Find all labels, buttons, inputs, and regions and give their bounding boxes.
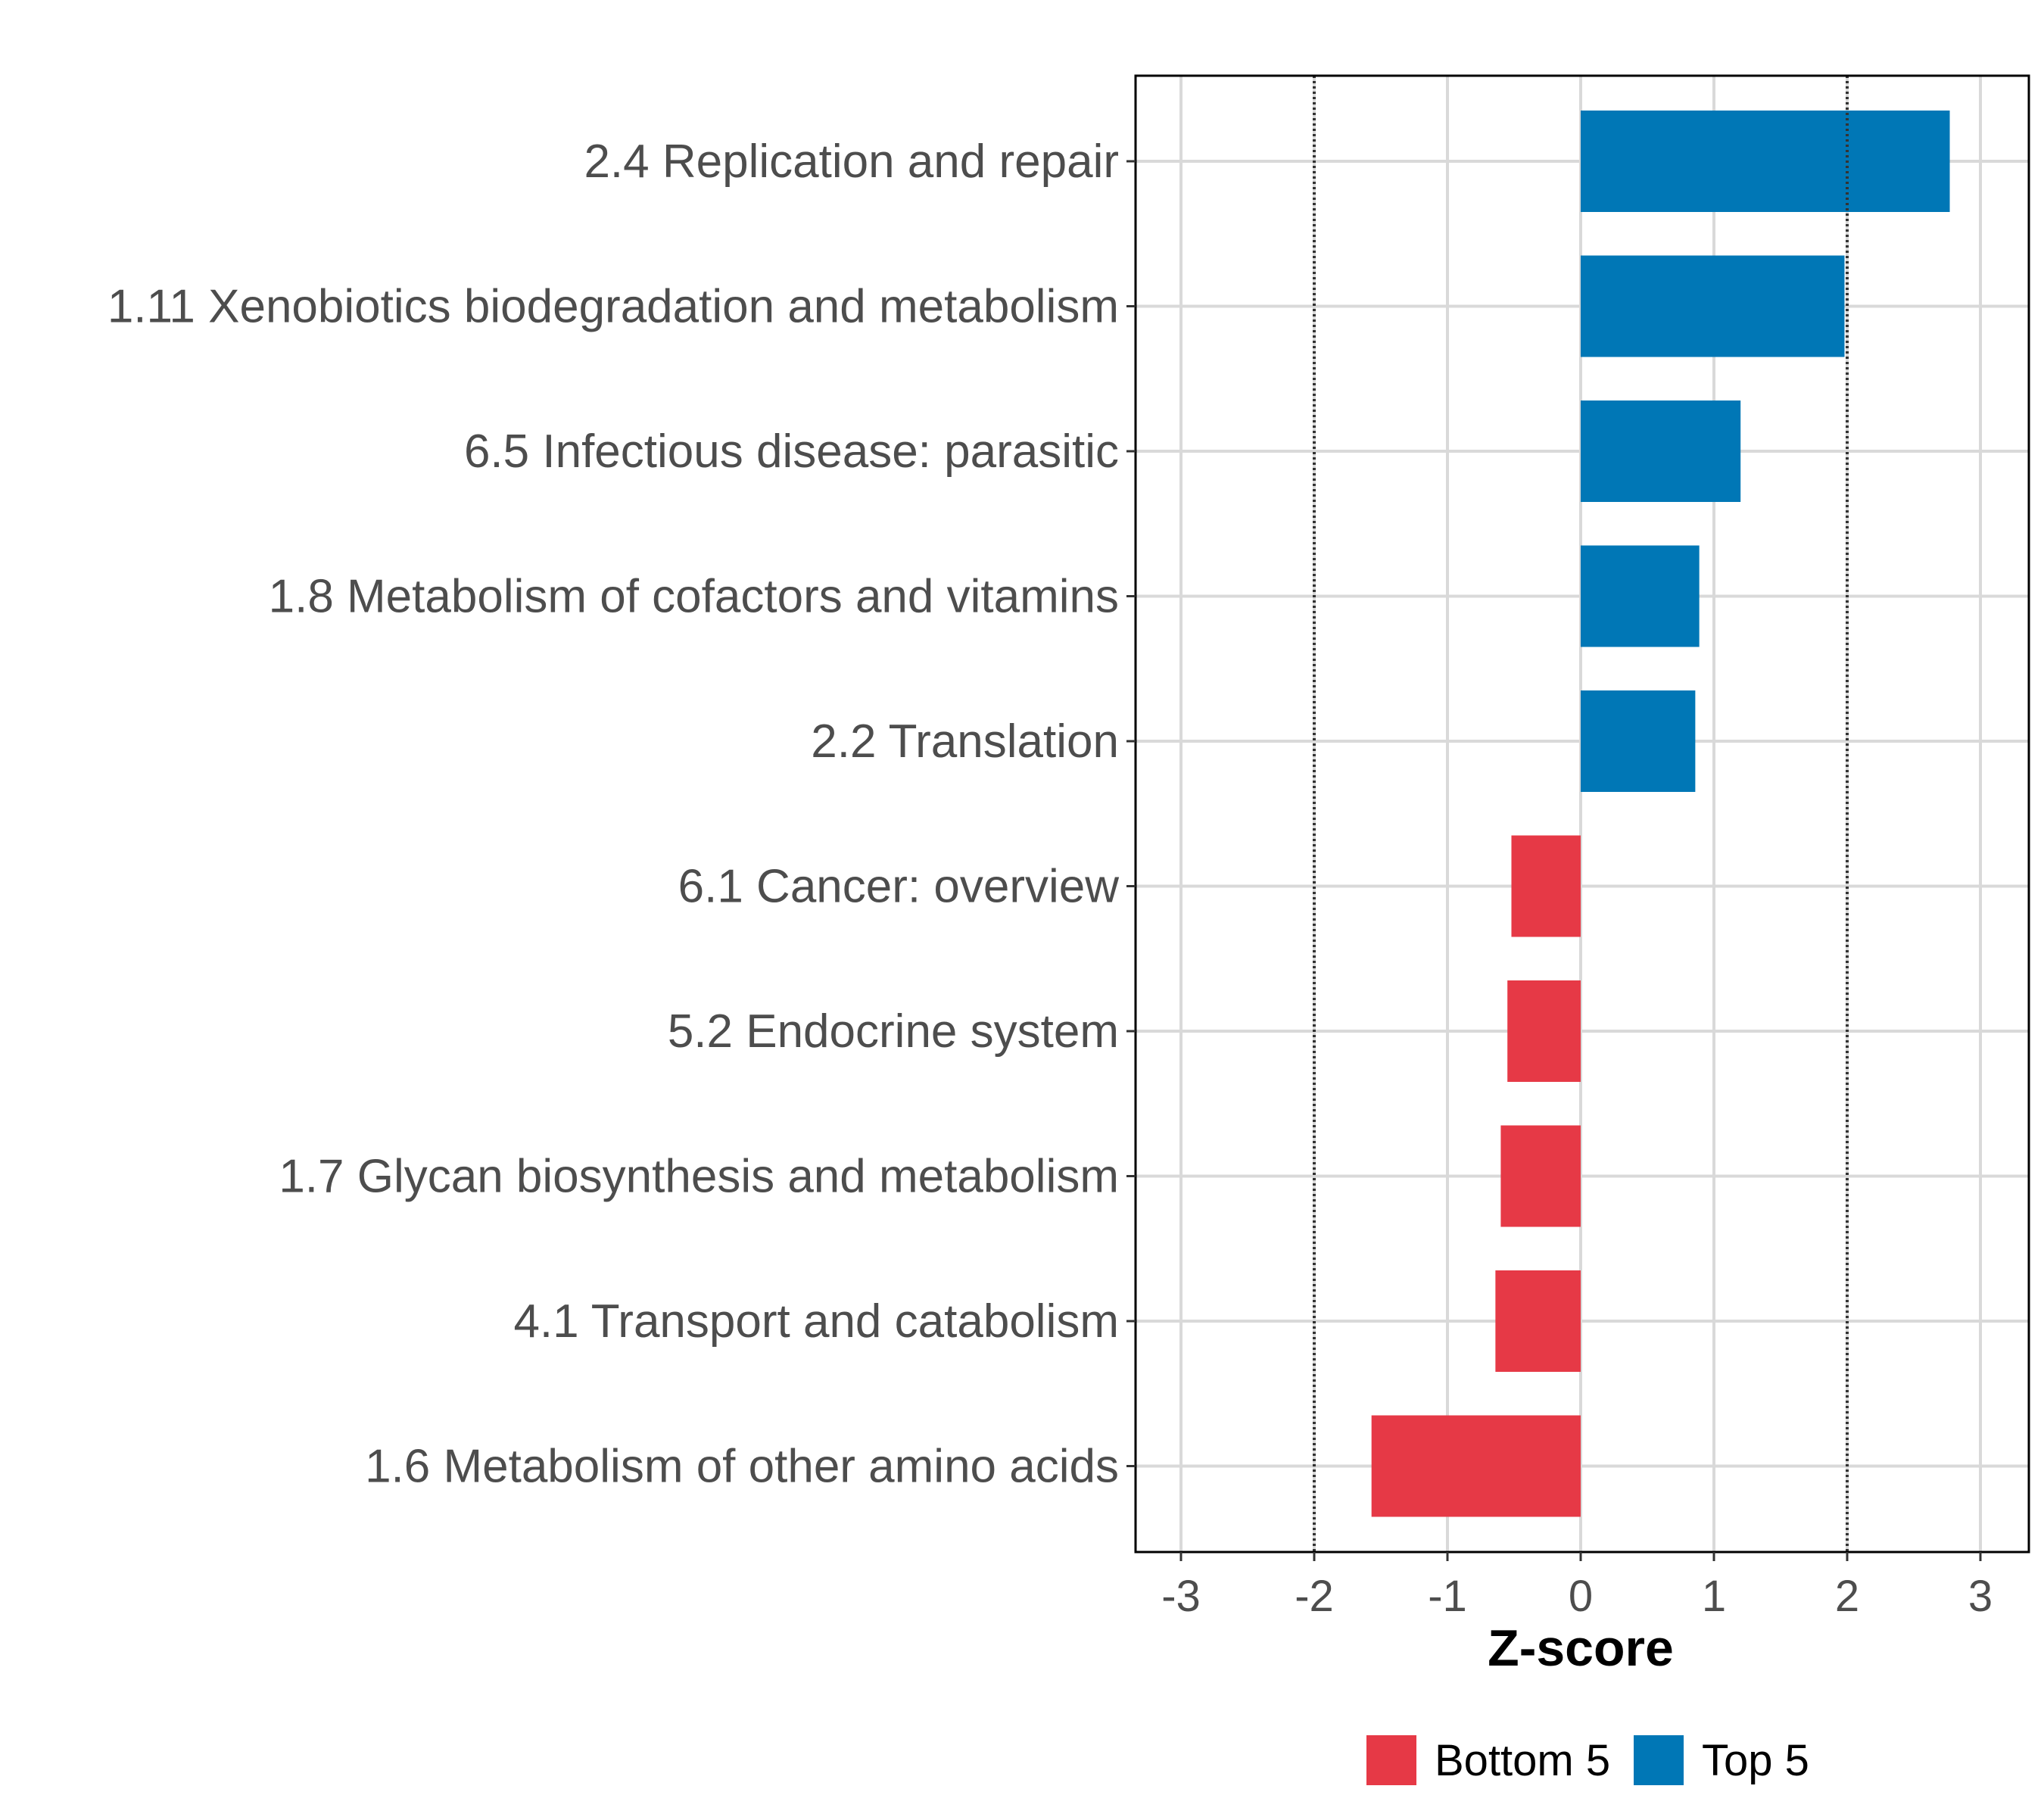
legend: Bottom 5 Top 5 xyxy=(1366,1735,1809,1785)
category-label: 4.1 Transport and catabolism xyxy=(513,1295,1119,1348)
bar xyxy=(1581,400,1741,502)
bar xyxy=(1581,545,1700,647)
plot-panel-border xyxy=(1134,74,2030,1554)
x-tick-label: -1 xyxy=(1428,1572,1467,1621)
category-label: 6.5 Infectious disease: parasitic xyxy=(464,425,1119,478)
category-label: 2.2 Translation xyxy=(811,715,1119,768)
legend-label-top5: Top 5 xyxy=(1702,1736,1809,1785)
bars xyxy=(1371,111,1950,1517)
bar xyxy=(1581,111,1950,212)
x-tick-label: 1 xyxy=(1702,1572,1726,1621)
bar xyxy=(1507,980,1581,1082)
bar xyxy=(1371,1415,1581,1517)
category-label: 1.11 Xenobiotics biodegradation and meta… xyxy=(107,281,1119,333)
bar xyxy=(1581,690,1696,792)
category-label: 5.2 Endocrine system xyxy=(668,1005,1119,1058)
x-tick-label: 2 xyxy=(1835,1572,1859,1621)
category-label: 1.8 Metabolism of cofactors and vitamins xyxy=(269,571,1119,623)
x-axis-title: Z-score xyxy=(1488,1619,1674,1677)
x-axis: -3 -2 -1 0 1 2 3 xyxy=(1161,1552,1993,1621)
legend-label-bottom5: Bottom 5 xyxy=(1435,1736,1610,1785)
bar xyxy=(1500,1125,1581,1227)
category-label: 2.4 Replication and repair xyxy=(584,136,1119,188)
x-tick-label: -2 xyxy=(1295,1572,1334,1621)
legend-swatch-bottom5 xyxy=(1366,1735,1416,1785)
x-tick-label: 3 xyxy=(1968,1572,1993,1621)
legend-swatch-top5 xyxy=(1634,1735,1684,1785)
y-axis: 2.4 Replication and repair 1.11 Xenobioti… xyxy=(107,136,1136,1493)
reference-lines xyxy=(1313,76,1849,1552)
category-label: 1.6 Metabolism of other amino acids xyxy=(365,1441,1119,1493)
category-label: 1.7 Glycan biosynthesis and metabolism xyxy=(279,1151,1119,1203)
bar xyxy=(1511,835,1581,937)
category-label: 6.1 Cancer: overview xyxy=(678,861,1120,913)
bar xyxy=(1581,255,1845,357)
x-tick-label: 0 xyxy=(1569,1572,1593,1621)
bar xyxy=(1495,1270,1581,1372)
x-tick-label: -3 xyxy=(1161,1572,1201,1621)
